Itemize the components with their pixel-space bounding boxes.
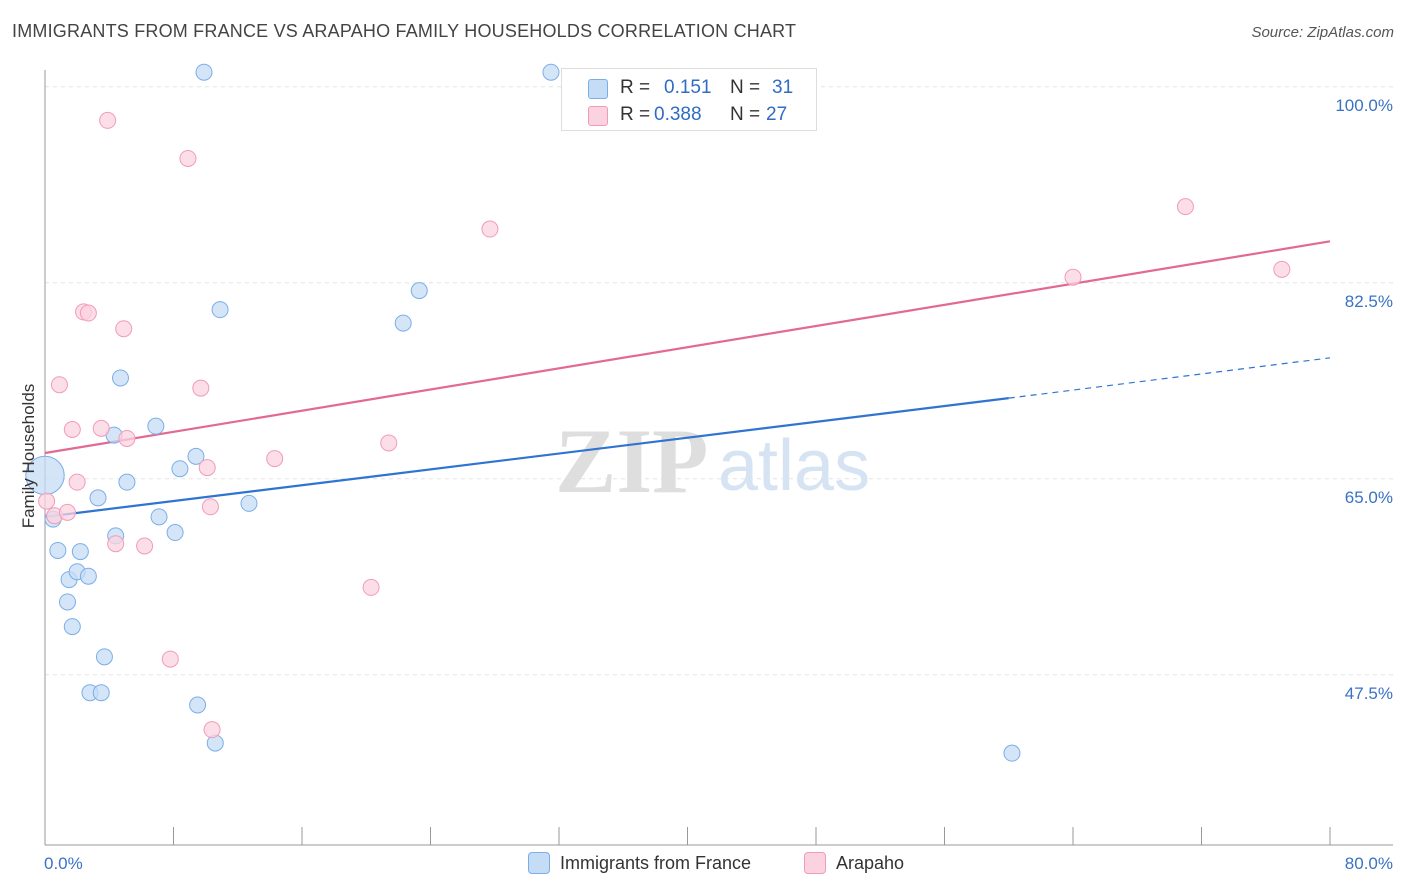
point-arapaho: [1064, 268, 1082, 286]
y-tick-label: 82.5%: [1345, 292, 1393, 311]
point-france: [150, 508, 168, 526]
watermark-atlas: atlas: [718, 426, 870, 506]
legend-n-label: N =: [730, 77, 761, 98]
point-france: [211, 301, 229, 319]
point-arapaho: [63, 421, 81, 439]
point-arapaho: [198, 459, 216, 477]
point-arapaho: [266, 450, 284, 468]
point-france: [63, 618, 81, 636]
legend-label-arapaho: Arapaho: [836, 852, 905, 873]
legend-r-label: R =: [620, 104, 651, 125]
point-arapaho: [1176, 198, 1194, 216]
point-arapaho: [192, 379, 210, 397]
trend-line-france: [44, 397, 1009, 518]
point-arapaho: [58, 503, 76, 521]
point-arapaho: [380, 434, 398, 452]
legend-row-arapaho: R = 0.388 N = 27: [588, 104, 808, 126]
point-arapaho: [1273, 260, 1291, 278]
chart-title: IMMIGRANTS FROM FRANCE VS ARAPAHO FAMILY…: [12, 21, 797, 41]
legend-swatch-france: [528, 852, 550, 874]
point-france: [394, 314, 412, 332]
y-axis-label: Family Households: [19, 384, 38, 529]
point-arapaho: [92, 419, 110, 437]
point-france: [71, 543, 89, 561]
point-france: [240, 494, 258, 512]
point-france: [189, 696, 207, 714]
point-france: [89, 489, 107, 507]
point-arapaho: [201, 498, 219, 516]
legend-r-label: R =: [620, 77, 651, 98]
legend-n-label: N =: [730, 104, 761, 125]
point-arapaho: [118, 429, 136, 447]
x-tick-label-min: 0.0%: [44, 854, 83, 873]
legend-row-france: R = 0.151 N = 31: [588, 77, 808, 99]
legend-item-france[interactable]: Immigrants from France: [528, 852, 751, 874]
point-france: [58, 593, 76, 611]
point-arapaho: [68, 473, 86, 491]
trend-lines: [44, 240, 1331, 518]
point-arapaho: [179, 149, 197, 167]
grid-lines: [45, 86, 1393, 676]
point-arapaho: [161, 650, 179, 668]
legend-swatch-arapaho: [804, 852, 826, 874]
legend-label-france: Immigrants from France: [560, 852, 752, 873]
point-france: [542, 63, 560, 81]
x-tick-label-max: 80.0%: [1345, 854, 1393, 873]
data-points: [25, 63, 1291, 762]
point-arapaho: [79, 304, 97, 322]
point-arapaho: [203, 721, 221, 739]
legend-n-value: 27: [766, 104, 788, 125]
y-tick-label: 65.0%: [1345, 488, 1393, 507]
point-arapaho: [362, 578, 380, 596]
y-tick-label: 47.5%: [1345, 684, 1393, 703]
legend-item-arapaho[interactable]: Arapaho: [804, 852, 904, 874]
y-tick-labels: 47.5% 65.0% 82.5% 100.0%: [1335, 96, 1393, 703]
point-france: [147, 417, 165, 435]
point-arapaho: [99, 111, 117, 129]
source-note: Source: ZipAtlas.com: [1251, 24, 1394, 41]
point-france: [187, 447, 205, 465]
legend-swatch-arapaho: [588, 106, 608, 126]
point-france: [171, 460, 189, 478]
point-france: [111, 369, 129, 387]
point-france: [195, 63, 213, 81]
legend-n-value: 31: [772, 77, 794, 98]
point-arapaho: [115, 320, 133, 338]
watermark: ZIP atlas: [555, 410, 870, 512]
watermark-zip: ZIP: [555, 410, 708, 512]
point-france: [79, 567, 97, 585]
point-france: [118, 473, 136, 491]
legend-r-value: 0.151: [664, 77, 712, 98]
trend-line-france-extension: [1008, 357, 1331, 399]
point-france: [49, 541, 67, 559]
legend-r-value: 0.388: [654, 104, 702, 125]
legend-swatch-france: [588, 79, 608, 99]
point-arapaho: [481, 220, 499, 238]
point-france: [166, 524, 184, 542]
y-tick-label: 100.0%: [1335, 96, 1393, 115]
point-france: [410, 282, 428, 300]
point-arapaho: [38, 492, 56, 510]
stats-legend: R = 0.151 N = 31 R = 0.388 N = 27: [561, 68, 817, 131]
point-arapaho: [50, 376, 68, 394]
point-france: [1003, 744, 1021, 762]
trend-line-arapaho: [44, 240, 1331, 455]
point-arapaho: [107, 535, 125, 553]
point-france: [92, 684, 110, 702]
point-arapaho: [136, 537, 154, 555]
point-france: [95, 648, 113, 666]
